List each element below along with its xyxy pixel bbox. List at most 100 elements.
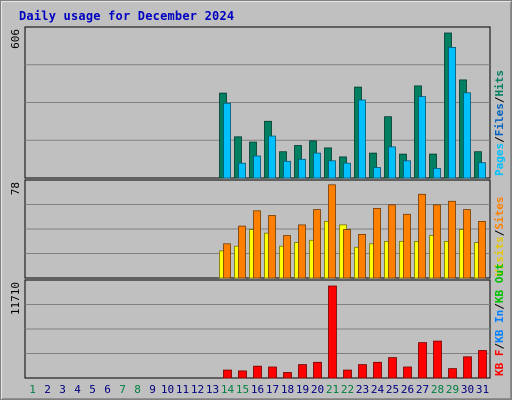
bar-pages-day-31	[478, 162, 486, 179]
bar-pages-day-23	[358, 99, 366, 179]
bar-hits-day-28	[429, 153, 437, 179]
x-tick-label-day-26: 26	[401, 383, 414, 396]
bar-kb-f-day-20	[313, 361, 322, 379]
x-tick-label-day-25: 25	[386, 383, 399, 396]
x-tick-label-day-13: 13	[206, 383, 219, 396]
x-tick-label-day-24: 24	[371, 383, 385, 396]
x-tick-label-day-23: 23	[356, 383, 369, 396]
x-tick-label-day-4: 4	[74, 383, 81, 396]
bar-sites-day-21	[328, 184, 336, 279]
legend-part: /	[493, 343, 506, 350]
legend-part: /	[493, 96, 506, 103]
bar-pages-day-27	[418, 96, 426, 179]
bar-kb-f-day-31	[478, 350, 487, 379]
bar-pages-day-29	[448, 47, 456, 179]
bar-pages-day-15	[238, 162, 246, 179]
bar-sites-day-28	[433, 204, 441, 279]
bar-sites-day-18	[283, 235, 291, 279]
x-tick-label-day-5: 5	[89, 383, 96, 396]
chart-title: Daily usage for December 2024	[19, 9, 235, 23]
bar-kb-f-day-18	[283, 372, 292, 379]
x-tick-label-day-14: 14	[221, 383, 235, 396]
x-tick-label-day-8: 8	[134, 383, 141, 396]
bar-sites-day-16	[253, 210, 261, 279]
bar-pages-day-17	[268, 135, 276, 179]
legend-part: /	[493, 136, 506, 143]
bar-sites-day-30	[463, 209, 471, 279]
bar-sites-day-29	[448, 200, 456, 279]
legend-part: Pages	[493, 143, 506, 176]
bar-pages-day-24	[373, 167, 381, 179]
bar-kb-f-day-30	[463, 356, 472, 379]
bar-kb-f-day-22	[343, 369, 352, 379]
bar-pages-day-26	[403, 160, 411, 179]
legend-part: Files	[493, 103, 506, 136]
x-tick-label-day-22: 22	[341, 383, 354, 396]
bar-sites-day-17	[268, 215, 276, 279]
bar-kb-f-day-15	[238, 370, 247, 379]
bar-kb-f-day-29	[448, 368, 457, 379]
bar-pages-day-22	[343, 162, 351, 179]
bar-hits-day-15	[234, 136, 242, 179]
y-max-label: 78	[9, 182, 22, 195]
bar-hits-day-24	[369, 152, 377, 179]
bar-pages-day-30	[463, 92, 471, 179]
bar-kb-f-day-25	[388, 357, 397, 379]
bar-kb-f-day-26	[403, 366, 412, 379]
bar-sites-day-14	[223, 243, 231, 279]
x-tick-label-day-30: 30	[461, 383, 474, 396]
legend-part: Visits	[493, 236, 506, 276]
bar-pages-day-25	[388, 146, 396, 179]
bar-sites-day-26	[403, 213, 411, 279]
legend-part: Sites	[493, 197, 506, 230]
bar-kb-f-day-14	[223, 369, 232, 379]
legend-part: /	[493, 303, 506, 310]
bar-kb-f-day-28	[433, 340, 442, 379]
bar-sites-day-24	[373, 207, 381, 279]
legend-visits-sites: Visits/Sites	[493, 197, 506, 277]
bar-pages-day-14	[223, 102, 231, 179]
bar-kb-f-day-19	[298, 364, 307, 379]
x-tick-label-day-18: 18	[281, 383, 294, 396]
x-tick-label-day-21: 21	[326, 383, 339, 396]
x-tick-label-day-16: 16	[251, 383, 264, 396]
bar-pages-day-16	[253, 155, 261, 179]
x-tick-label-day-31: 31	[476, 383, 489, 396]
bar-pages-day-21	[328, 160, 336, 179]
x-tick-label-day-27: 27	[416, 383, 429, 396]
x-tick-label-day-12: 12	[191, 383, 204, 396]
bar-sites-day-23	[358, 233, 366, 279]
bar-kb-f-day-24	[373, 361, 382, 379]
x-tick-label-day-29: 29	[446, 383, 459, 396]
x-tick-label-day-3: 3	[59, 383, 66, 396]
legend-part: Hits	[493, 70, 506, 97]
x-tick-label-day-19: 19	[296, 383, 309, 396]
x-tick-label-day-20: 20	[311, 383, 324, 396]
legend-hits-files-pages: Pages/Files/Hits	[493, 70, 506, 176]
bar-pages-day-19	[298, 158, 306, 179]
bar-sites-day-22	[343, 229, 351, 279]
bar-pages-day-28	[433, 167, 441, 179]
bar-sites-day-31	[478, 220, 486, 279]
y-max-label: 606	[9, 29, 22, 49]
bar-pages-day-20	[313, 152, 321, 179]
bar-kb-f-day-23	[358, 364, 367, 379]
bar-sites-day-20	[313, 209, 321, 279]
bar-sites-day-19	[298, 224, 306, 279]
x-tick-label-day-1: 1	[29, 383, 36, 396]
y-max-label: 11710	[9, 282, 22, 315]
x-tick-label-day-17: 17	[266, 383, 279, 396]
x-tick-label-day-9: 9	[149, 383, 156, 396]
x-tick-label-day-7: 7	[119, 383, 126, 396]
legend-kb: KB F/KB In/KB Out	[493, 263, 506, 376]
bar-kb-f-day-17	[268, 366, 277, 379]
legend-part: KB In	[493, 310, 506, 343]
legend-part: /	[493, 229, 506, 236]
x-tick-label-day-11: 11	[176, 383, 189, 396]
bar-pages-day-18	[283, 160, 291, 179]
bar-sites-day-27	[418, 193, 426, 279]
x-tick-label-day-15: 15	[236, 383, 249, 396]
x-tick-label-day-10: 10	[161, 383, 174, 396]
bar-kb-f-day-21	[328, 285, 337, 379]
